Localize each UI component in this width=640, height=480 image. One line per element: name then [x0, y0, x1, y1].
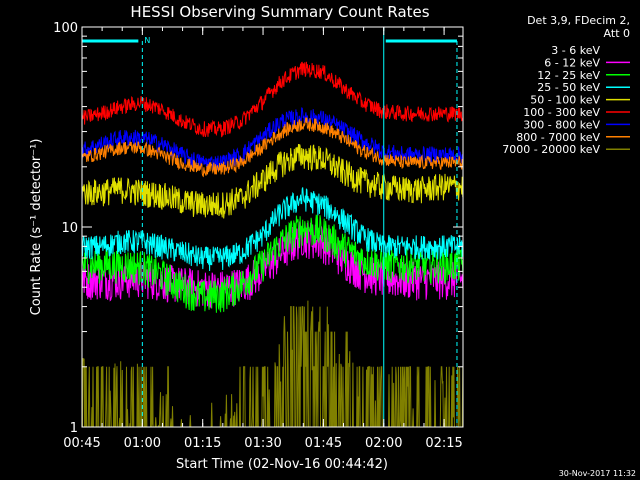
y-tick-label: 10: [61, 221, 78, 236]
legend-entry: 100 - 300 keV: [523, 106, 600, 119]
series-trace: [81, 214, 464, 313]
legend-entry: 12 - 25 keV: [537, 69, 600, 82]
series-trace: [81, 149, 464, 197]
legend-entry: 3 - 6 keV: [551, 44, 600, 57]
x-tick-label: 01:45: [305, 436, 342, 451]
x-tick-label: 02:15: [425, 436, 462, 451]
legend-entry: 800 - 7000 keV: [516, 131, 600, 144]
timestamp: 30-Nov-2017 11:32: [559, 469, 636, 478]
legend-entry: 50 - 100 keV: [530, 94, 600, 107]
x-tick-label: 01:30: [244, 436, 281, 451]
x-tick-label: 00:45: [63, 436, 100, 451]
y-tick-label: 100: [53, 21, 78, 36]
legend-entry: 300 - 800 keV: [523, 118, 600, 131]
series-trace: [81, 143, 464, 219]
y-axis: 1 10 100: [53, 21, 463, 436]
legend-header: Att 0: [604, 27, 630, 40]
legend-entry: 6 - 12 keV: [544, 56, 600, 69]
series-trace: [81, 187, 464, 272]
x-tick-label: 02:00: [365, 436, 402, 451]
series-trace: [81, 107, 464, 172]
x-axis: 00:45 01:00 01:15 01:30 01:45 02:00 02:15: [63, 27, 463, 451]
night-flag-label: N: [144, 36, 150, 45]
legend-entry: 7000 - 20000 keV: [502, 143, 600, 156]
series-trace: [81, 117, 464, 178]
legend-header: Det 3,9, FDecim 2,: [527, 14, 630, 27]
y-axis-label: Count Rate (s⁻¹ detector⁻¹): [29, 139, 44, 316]
series-trace: [81, 61, 464, 138]
x-axis-label: Start Time (02-Nov-16 00:44:42): [176, 457, 388, 472]
x-tick-label: 01:15: [184, 436, 221, 451]
x-tick-label: 01:00: [124, 436, 161, 451]
y-tick-label: 1: [70, 421, 78, 436]
chart-title: HESSI Observing Summary Count Rates: [130, 3, 429, 21]
legend-entry: 25 - 50 keV: [537, 81, 600, 94]
